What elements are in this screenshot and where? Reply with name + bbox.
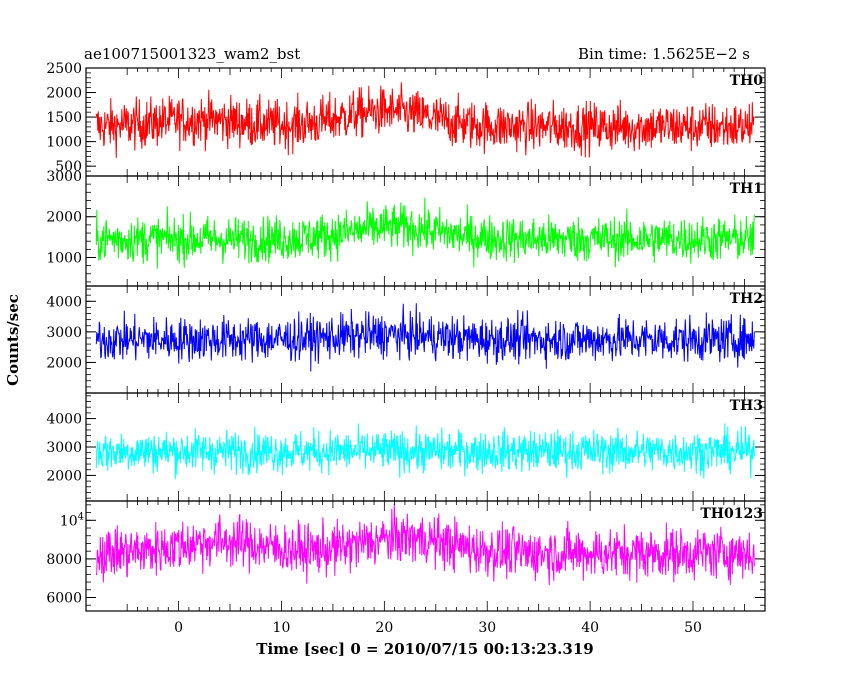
y-tick-label: 4000 — [46, 412, 82, 428]
y-tick-label: 6000 — [46, 590, 82, 606]
panel-label-th3: TH3 — [730, 398, 763, 414]
y-tick-label: 1000 — [46, 135, 82, 151]
panel-th0: 500 1000 1500 2000 2500 TH0 — [46, 61, 766, 177]
series-th0 — [95, 82, 755, 158]
chart-title: ae100715001323_wam2_bst — [84, 45, 301, 63]
y-tick-label: 2000 — [46, 86, 82, 102]
y-tick-label: 2000 — [46, 210, 82, 226]
y-tick-label: 2000 — [46, 468, 82, 484]
y-tick-label: 4000 — [46, 294, 82, 310]
series-th2 — [95, 303, 755, 372]
y-tick-label: 2500 — [46, 61, 82, 77]
panel-th0123: 6000 8000 104 TH0123 — [46, 500, 766, 612]
panel-th3: 2000 3000 4000 TH3 — [46, 392, 766, 502]
bin-time-label: Bin time: 1.5625E−2 s — [578, 45, 751, 63]
x-tick-label: 50 — [684, 620, 702, 636]
y-tick-label: 8000 — [46, 552, 82, 568]
series-th1 — [95, 197, 755, 269]
y-tick-label: 1000 — [46, 250, 82, 266]
y-tick-label: 1500 — [46, 110, 82, 126]
y-tick-label: 3000 — [46, 440, 82, 456]
x-axis-label: Time [sec] 0 = 2010/07/15 00:13:23.319 — [256, 640, 593, 658]
panel-label-th2: TH2 — [730, 291, 763, 307]
panel-th1: 1000 2000 3000 TH1 — [46, 169, 766, 287]
x-tick-label: 30 — [478, 620, 496, 636]
panel-label-th0: TH0 — [730, 73, 764, 89]
y-tick-label: 104 — [60, 511, 84, 529]
x-tick-label: 0 — [174, 620, 183, 636]
y-tick-label: 3000 — [46, 325, 82, 341]
y-tick-label: 2000 — [46, 355, 82, 371]
panel-label-th1: TH1 — [730, 181, 763, 197]
y-tick-label: 500 — [55, 159, 82, 175]
x-tick-label: 40 — [581, 620, 599, 636]
y-tick-label: 3000 — [46, 169, 82, 185]
series-th3 — [95, 423, 755, 480]
x-tick-label: 10 — [273, 620, 291, 636]
panel-label-th0123: TH0123 — [700, 506, 763, 522]
series-th0123 — [95, 503, 755, 586]
x-tick-label: 20 — [375, 620, 393, 636]
y-axis-label: Counts/sec — [4, 294, 22, 386]
panels-group: 5001000150020002500TH0100020003000TH1200… — [46, 61, 766, 636]
panel-th2: 2000 3000 4000 TH2 — [46, 285, 766, 394]
